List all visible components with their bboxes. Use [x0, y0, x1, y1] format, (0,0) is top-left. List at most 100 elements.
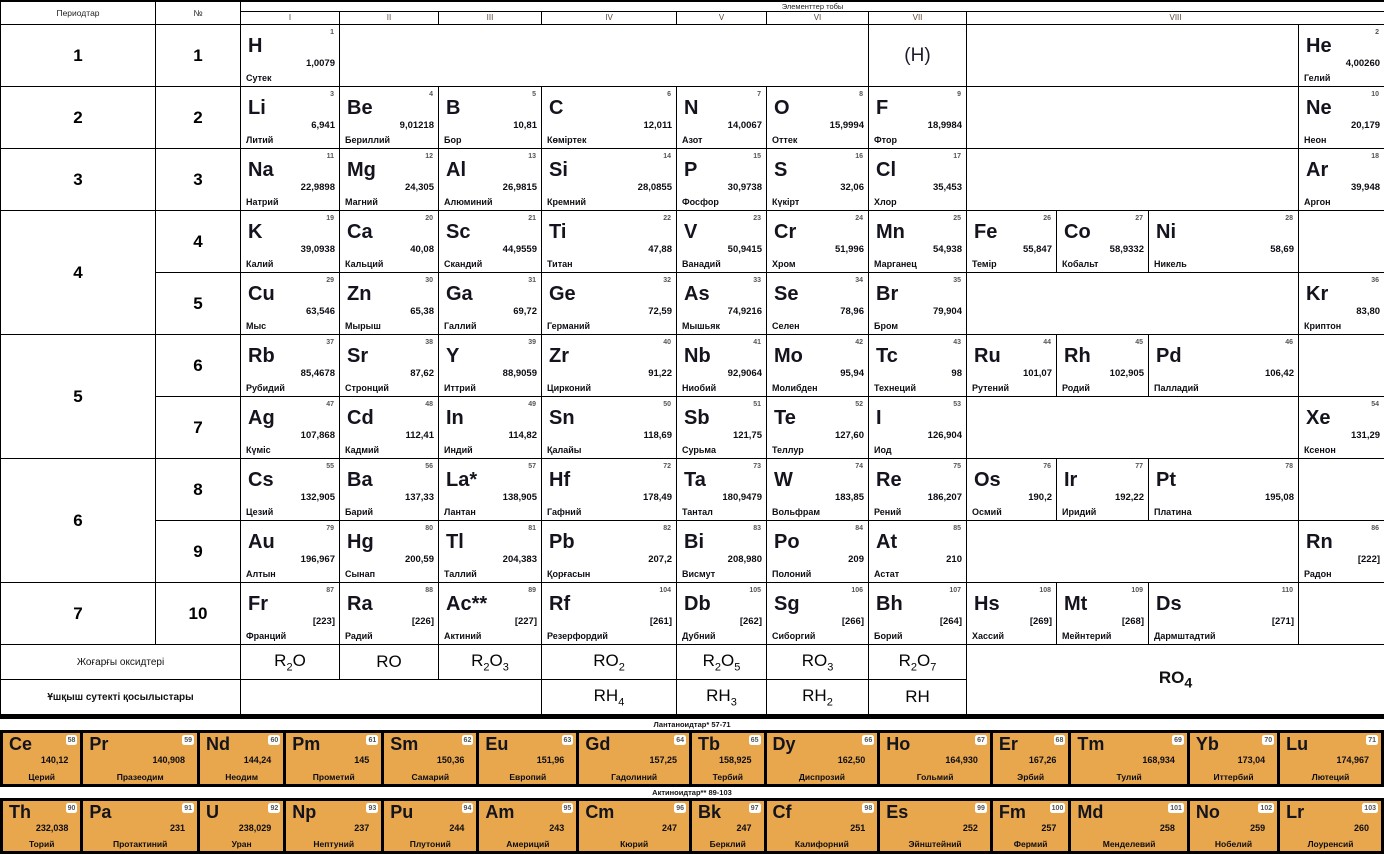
element-symbol: Zn — [347, 284, 371, 304]
element-symbol: Ir — [1064, 470, 1077, 490]
atomic-number-badge: 90 — [66, 803, 78, 813]
atomic-mass: 50,9415 — [728, 245, 762, 255]
atomic-mass: 196,967 — [301, 555, 335, 565]
atomic-number-badge: 39 — [526, 337, 538, 347]
atomic-mass: 164,930 — [945, 756, 978, 765]
atomic-mass: 247 — [737, 824, 752, 833]
element-name: Цезий — [246, 508, 273, 517]
atomic-number-badge: 3 — [328, 89, 336, 99]
element-name: Америций — [479, 840, 576, 849]
element-name: Иттрий — [444, 384, 476, 393]
atomic-number-badge: 75 — [951, 461, 963, 471]
element-name: Рений — [874, 508, 901, 517]
element-name: Берклий — [692, 840, 764, 849]
atomic-number-badge: 1 — [328, 27, 336, 37]
atomic-number-badge: 105 — [747, 585, 763, 595]
atomic-number-badge: 20 — [423, 213, 435, 223]
element-name: Никель — [1154, 260, 1187, 269]
atomic-number-badge: 9 — [955, 89, 963, 99]
element-name: Фосфор — [682, 198, 719, 207]
atomic-number-badge: 78 — [1283, 461, 1295, 471]
element-name: Селен — [772, 322, 800, 331]
atomic-mass: 259 — [1250, 824, 1265, 833]
element-name: Ксенон — [1304, 446, 1336, 455]
row-number-1: 1 — [156, 25, 241, 87]
element-name: Гольмий — [880, 773, 990, 782]
element-name: Плутоний — [384, 840, 476, 849]
element-name: Бериллий — [345, 136, 390, 145]
atomic-mass: 137,33 — [405, 493, 434, 503]
element-name: Фермий — [993, 840, 1068, 849]
atomic-mass: [262] — [740, 617, 762, 627]
element-name: Тулий — [1071, 773, 1187, 782]
group-numeral-III: III — [439, 12, 542, 25]
atomic-mass: 258 — [1160, 824, 1175, 833]
atomic-mass: 174,967 — [1336, 756, 1369, 765]
element-name: Резерфордий — [547, 632, 608, 641]
element-symbol: Ar — [1306, 160, 1328, 180]
atomic-mass: 107,868 — [301, 431, 335, 441]
atomic-mass: 6,941 — [311, 121, 335, 131]
atomic-mass: [264] — [940, 617, 962, 627]
atomic-number-badge: 97 — [749, 803, 761, 813]
element-symbol: Rn — [1306, 532, 1333, 552]
element-name: Галлий — [444, 322, 477, 331]
atomic-mass: 1,0079 — [306, 59, 335, 69]
element-name: Ниобий — [682, 384, 716, 393]
atomic-mass: 232,038 — [36, 824, 69, 833]
atomic-mass: 180,9479 — [722, 493, 762, 503]
lanthanides-title: Лантаноидтар* 57-71 — [0, 719, 1384, 730]
element-symbol: Rh — [1064, 346, 1091, 366]
atomic-number-badge: 64 — [674, 735, 686, 745]
atomic-number-badge: 37 — [324, 337, 336, 347]
atomic-mass: 145 — [354, 756, 369, 765]
element-name: Лоуренсий — [1280, 840, 1381, 849]
atomic-number-badge: 85 — [951, 523, 963, 533]
atomic-mass: 39,948 — [1351, 183, 1380, 193]
atomic-mass: 32,06 — [840, 183, 864, 193]
oxide-formula: RO2 — [542, 645, 677, 680]
higher-oxides-label: Жоғарғы оксидтері — [1, 645, 241, 680]
atomic-number-badge: 35 — [951, 275, 963, 285]
groups-header: Элементтер тобы — [241, 2, 1384, 12]
element-symbol: Pr — [89, 735, 108, 753]
atomic-mass: 151,96 — [537, 756, 565, 765]
element-name: Фтор — [874, 136, 897, 145]
oxide-formula: R2O3 — [439, 645, 542, 680]
atomic-mass: 26,9815 — [503, 183, 537, 193]
element-symbol: Ds — [1156, 594, 1182, 614]
atomic-mass: 83,80 — [1356, 307, 1380, 317]
atomic-mass: 54,938 — [933, 245, 962, 255]
element-name: Оттек — [772, 136, 797, 145]
atomic-mass: 14,0067 — [728, 121, 762, 131]
element-symbol: Os — [974, 470, 1001, 490]
element-name: Неон — [1304, 136, 1326, 145]
element-name: Вольфрам — [772, 508, 820, 517]
atomic-mass: 157,25 — [649, 756, 677, 765]
element-name: Алтын — [246, 570, 276, 579]
element-symbol: Tb — [698, 735, 720, 753]
element-symbol: Cu — [248, 284, 275, 304]
atomic-number-badge: 59 — [182, 735, 194, 745]
atomic-mass: 114,82 — [508, 431, 537, 441]
element-symbol: Hg — [347, 532, 374, 552]
group-numeral-V: V — [677, 12, 767, 25]
atomic-mass: [226] — [412, 617, 434, 627]
element-name: Празеодим — [83, 773, 197, 782]
element-symbol: Am — [485, 803, 514, 821]
row-number-6: 6 — [156, 335, 241, 397]
